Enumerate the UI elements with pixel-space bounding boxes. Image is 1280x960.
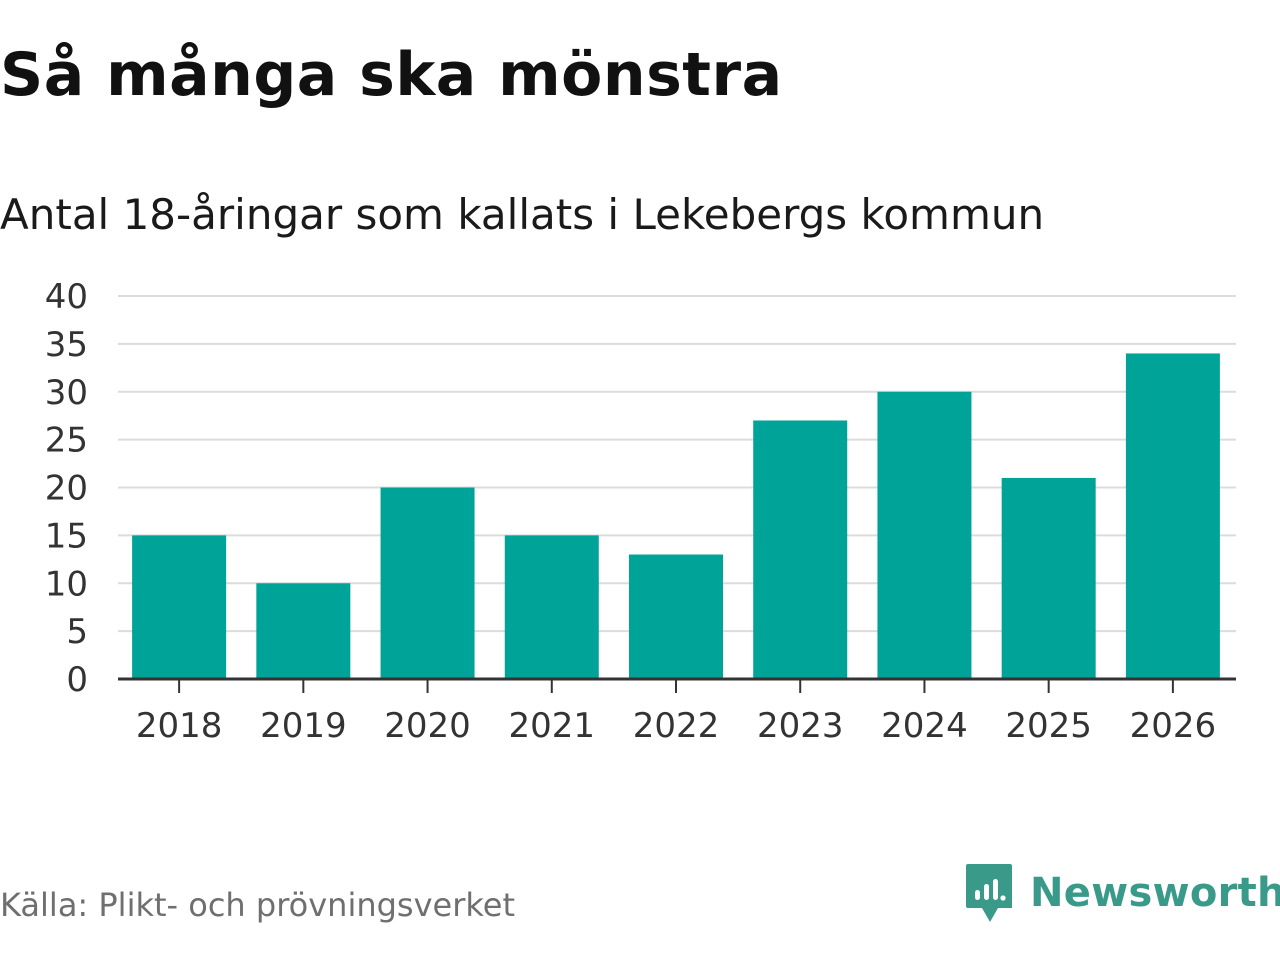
- bar-2023: [753, 420, 848, 679]
- x-tick-label: 2026: [1130, 706, 1217, 746]
- y-tick-label: 30: [45, 373, 88, 413]
- bar-2025: [1001, 477, 1096, 679]
- newsworthy-logo-icon: [966, 864, 1012, 922]
- bar-2018: [132, 535, 227, 679]
- y-tick-label: 35: [45, 325, 88, 365]
- x-tick-label: 2021: [509, 706, 596, 746]
- y-tick-label: 40: [45, 277, 88, 317]
- brand-name: Newsworthy: [1030, 870, 1280, 916]
- y-tick-label: 25: [45, 421, 88, 461]
- chart-subtitle: Antal 18-åringar som kallats i Lekebergs…: [0, 190, 1045, 239]
- x-tick-label: 2022: [633, 706, 720, 746]
- bar-2022: [629, 554, 723, 679]
- x-tick-label: 2024: [881, 706, 968, 746]
- x-tick-label: 2023: [757, 706, 844, 746]
- y-tick-label: 5: [66, 612, 88, 652]
- bars: [132, 353, 1220, 679]
- chart-title: Så många ska mönstra: [0, 40, 783, 110]
- y-tick-label: 20: [45, 469, 88, 509]
- bar-2019: [256, 583, 351, 679]
- y-tick-label: 15: [45, 516, 88, 556]
- x-axis: 2018 2019 2020 2021 2022 2023 2024 2025 2026: [118, 677, 1236, 746]
- y-axis: 0 5 10 15 20 25 30 35 40: [45, 277, 88, 700]
- y-tick-label: 10: [45, 564, 88, 604]
- y-tick-label: 0: [66, 660, 88, 700]
- bar-2024: [877, 391, 972, 679]
- x-tick-label: 2025: [1005, 706, 1092, 746]
- x-tick-label: 2018: [136, 706, 223, 746]
- bar-2026: [1125, 353, 1220, 679]
- x-tick-label: 2020: [384, 706, 471, 746]
- bar-2021: [504, 535, 599, 679]
- brand: Newsworthy: [964, 862, 1280, 924]
- x-tick-label: 2019: [260, 706, 347, 746]
- bar-2020: [380, 487, 475, 679]
- source-note: Källa: Plikt- och prövningsverket: [0, 886, 515, 924]
